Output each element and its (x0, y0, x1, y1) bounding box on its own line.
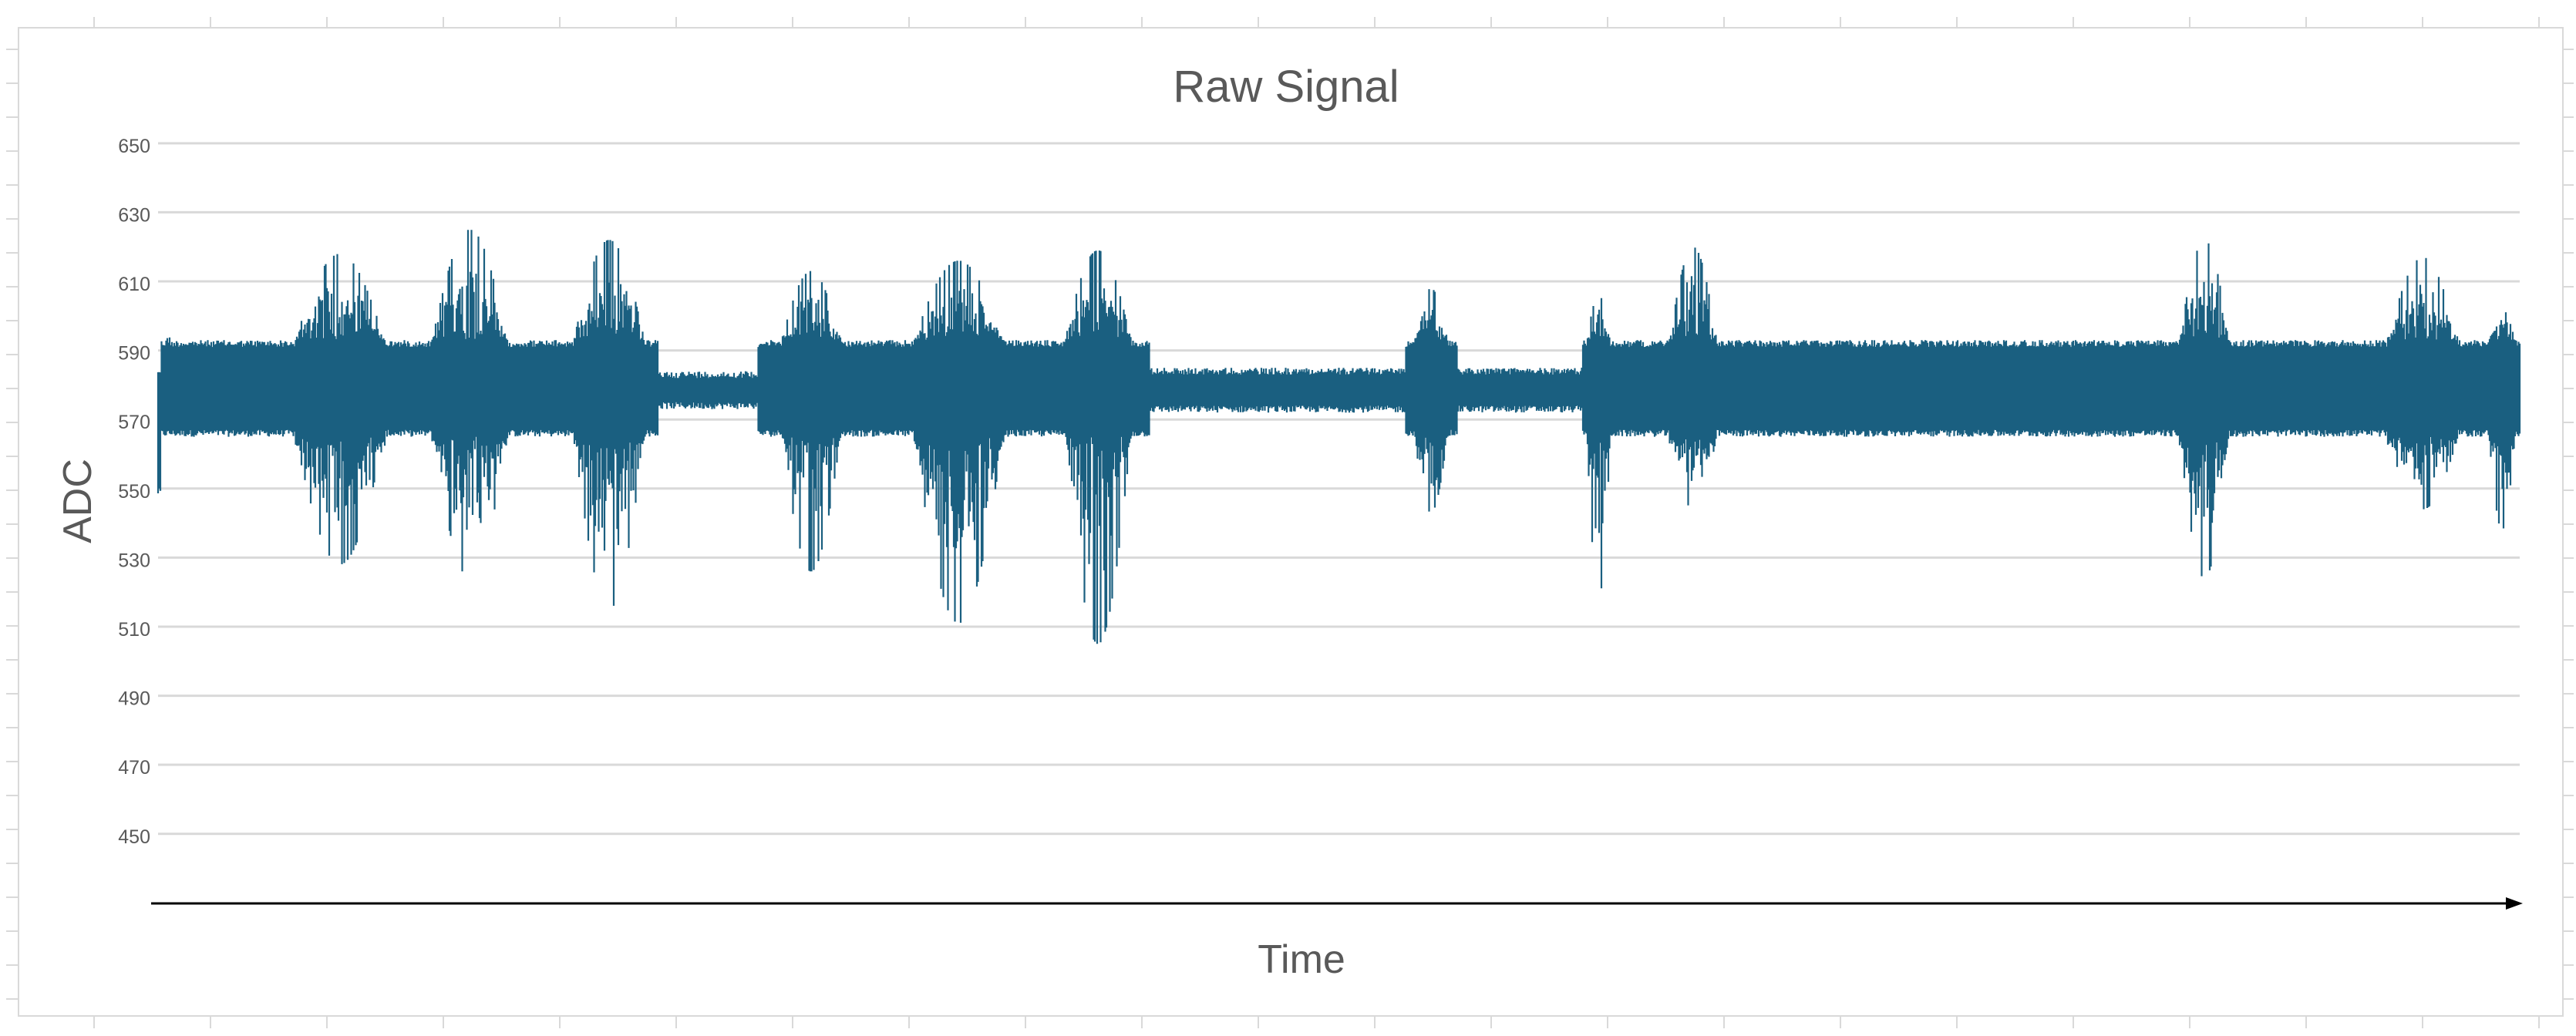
y-tick-labels: 650 630 610 590 570 550 530 510 490 470 450 (118, 136, 150, 848)
y-tick-label: 530 (118, 550, 150, 571)
grid-lines (158, 142, 2520, 836)
y-tick-label: 630 (118, 204, 150, 226)
y-tick-label: 450 (118, 826, 150, 848)
y-tick-label: 610 (118, 274, 150, 295)
y-tick-label: 650 (118, 136, 150, 157)
y-axis-label: ADC (56, 459, 100, 543)
x-axis-label: Time (1258, 937, 1345, 982)
signal-line (157, 230, 2521, 644)
y-tick-label: 490 (118, 688, 150, 710)
chart-frame (6, 17, 2574, 1028)
chart-border (18, 27, 2564, 1017)
y-tick-label: 550 (118, 481, 150, 503)
y-tick-label: 470 (118, 757, 150, 779)
time-axis-arrowhead (2506, 897, 2523, 910)
time-axis (151, 897, 2523, 910)
y-tick-label: 570 (118, 412, 150, 433)
chart-title: Raw Signal (1173, 62, 1399, 112)
signal-series (157, 230, 2521, 644)
y-tick-label: 510 (118, 619, 150, 641)
y-tick-label: 590 (118, 343, 150, 365)
